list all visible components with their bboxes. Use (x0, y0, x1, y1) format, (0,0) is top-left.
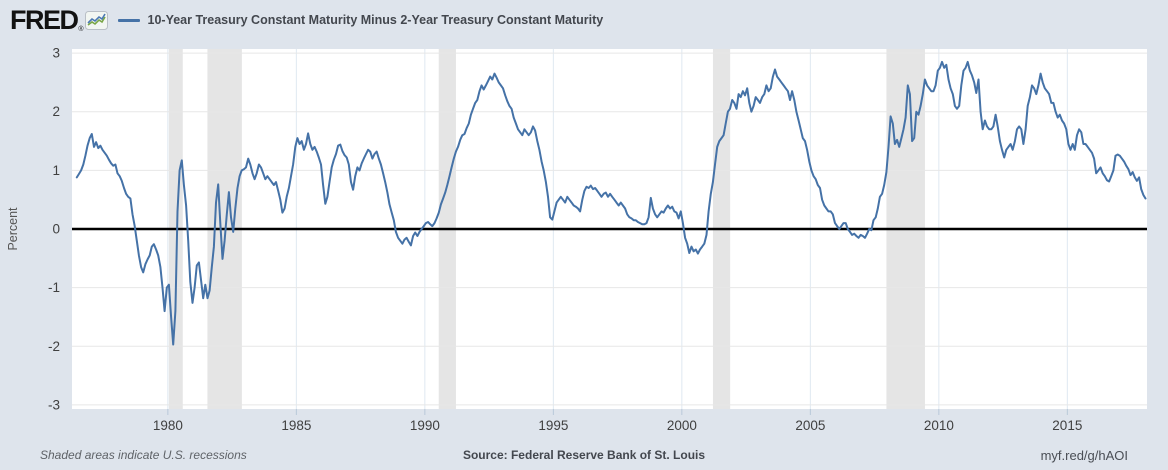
legend-line-swatch (117, 18, 140, 22)
recession-note: Shaded areas indicate U.S. recessions (40, 448, 247, 462)
series-line (75, 60, 1147, 346)
fred-logo[interactable]: FRED ® (10, 4, 84, 35)
series-title: 10-Year Treasury Constant Maturity Minus… (147, 13, 604, 27)
x-axis-label: 1990 (410, 418, 440, 433)
x-axis-label: 2010 (924, 418, 954, 433)
fred-sparkline-icon (84, 10, 108, 30)
chart-footer: Shaded areas indicate U.S. recessions So… (0, 440, 1168, 470)
x-axis-label: 2000 (667, 418, 697, 433)
source-label: Source: Federal Reserve Bank of St. Loui… (462, 448, 706, 462)
fred-logo-text: FRED (10, 4, 79, 35)
y-axis-label: -2 (48, 339, 60, 354)
y-axis-label: 2 (52, 104, 60, 119)
y-axis-label: 0 (52, 222, 60, 237)
y-axis-label: -3 (48, 397, 60, 412)
x-axis-label: 2005 (795, 418, 825, 433)
permalink[interactable]: myf.red/g/hAOI (1040, 447, 1129, 463)
x-axis-label: 1985 (281, 418, 311, 433)
chart-header: FRED ® 10-Year Treasury Constant Maturity… (0, 0, 1168, 40)
x-axis-label: 1995 (538, 418, 568, 433)
y-axis-label: 3 (52, 46, 60, 61)
chart-canvas: 1980 1985 1990 1995 2000 2005 2010 2015 -3 -2 -1 0 1… (0, 40, 1168, 440)
registered-mark: ® (78, 25, 84, 33)
y-axis-title: Percent (6, 207, 20, 251)
x-axis-label: 1980 (153, 418, 183, 433)
x-axis-label: 2015 (1052, 418, 1082, 433)
y-axis-label: -1 (48, 280, 60, 295)
y-axis-label: 1 (52, 163, 60, 178)
